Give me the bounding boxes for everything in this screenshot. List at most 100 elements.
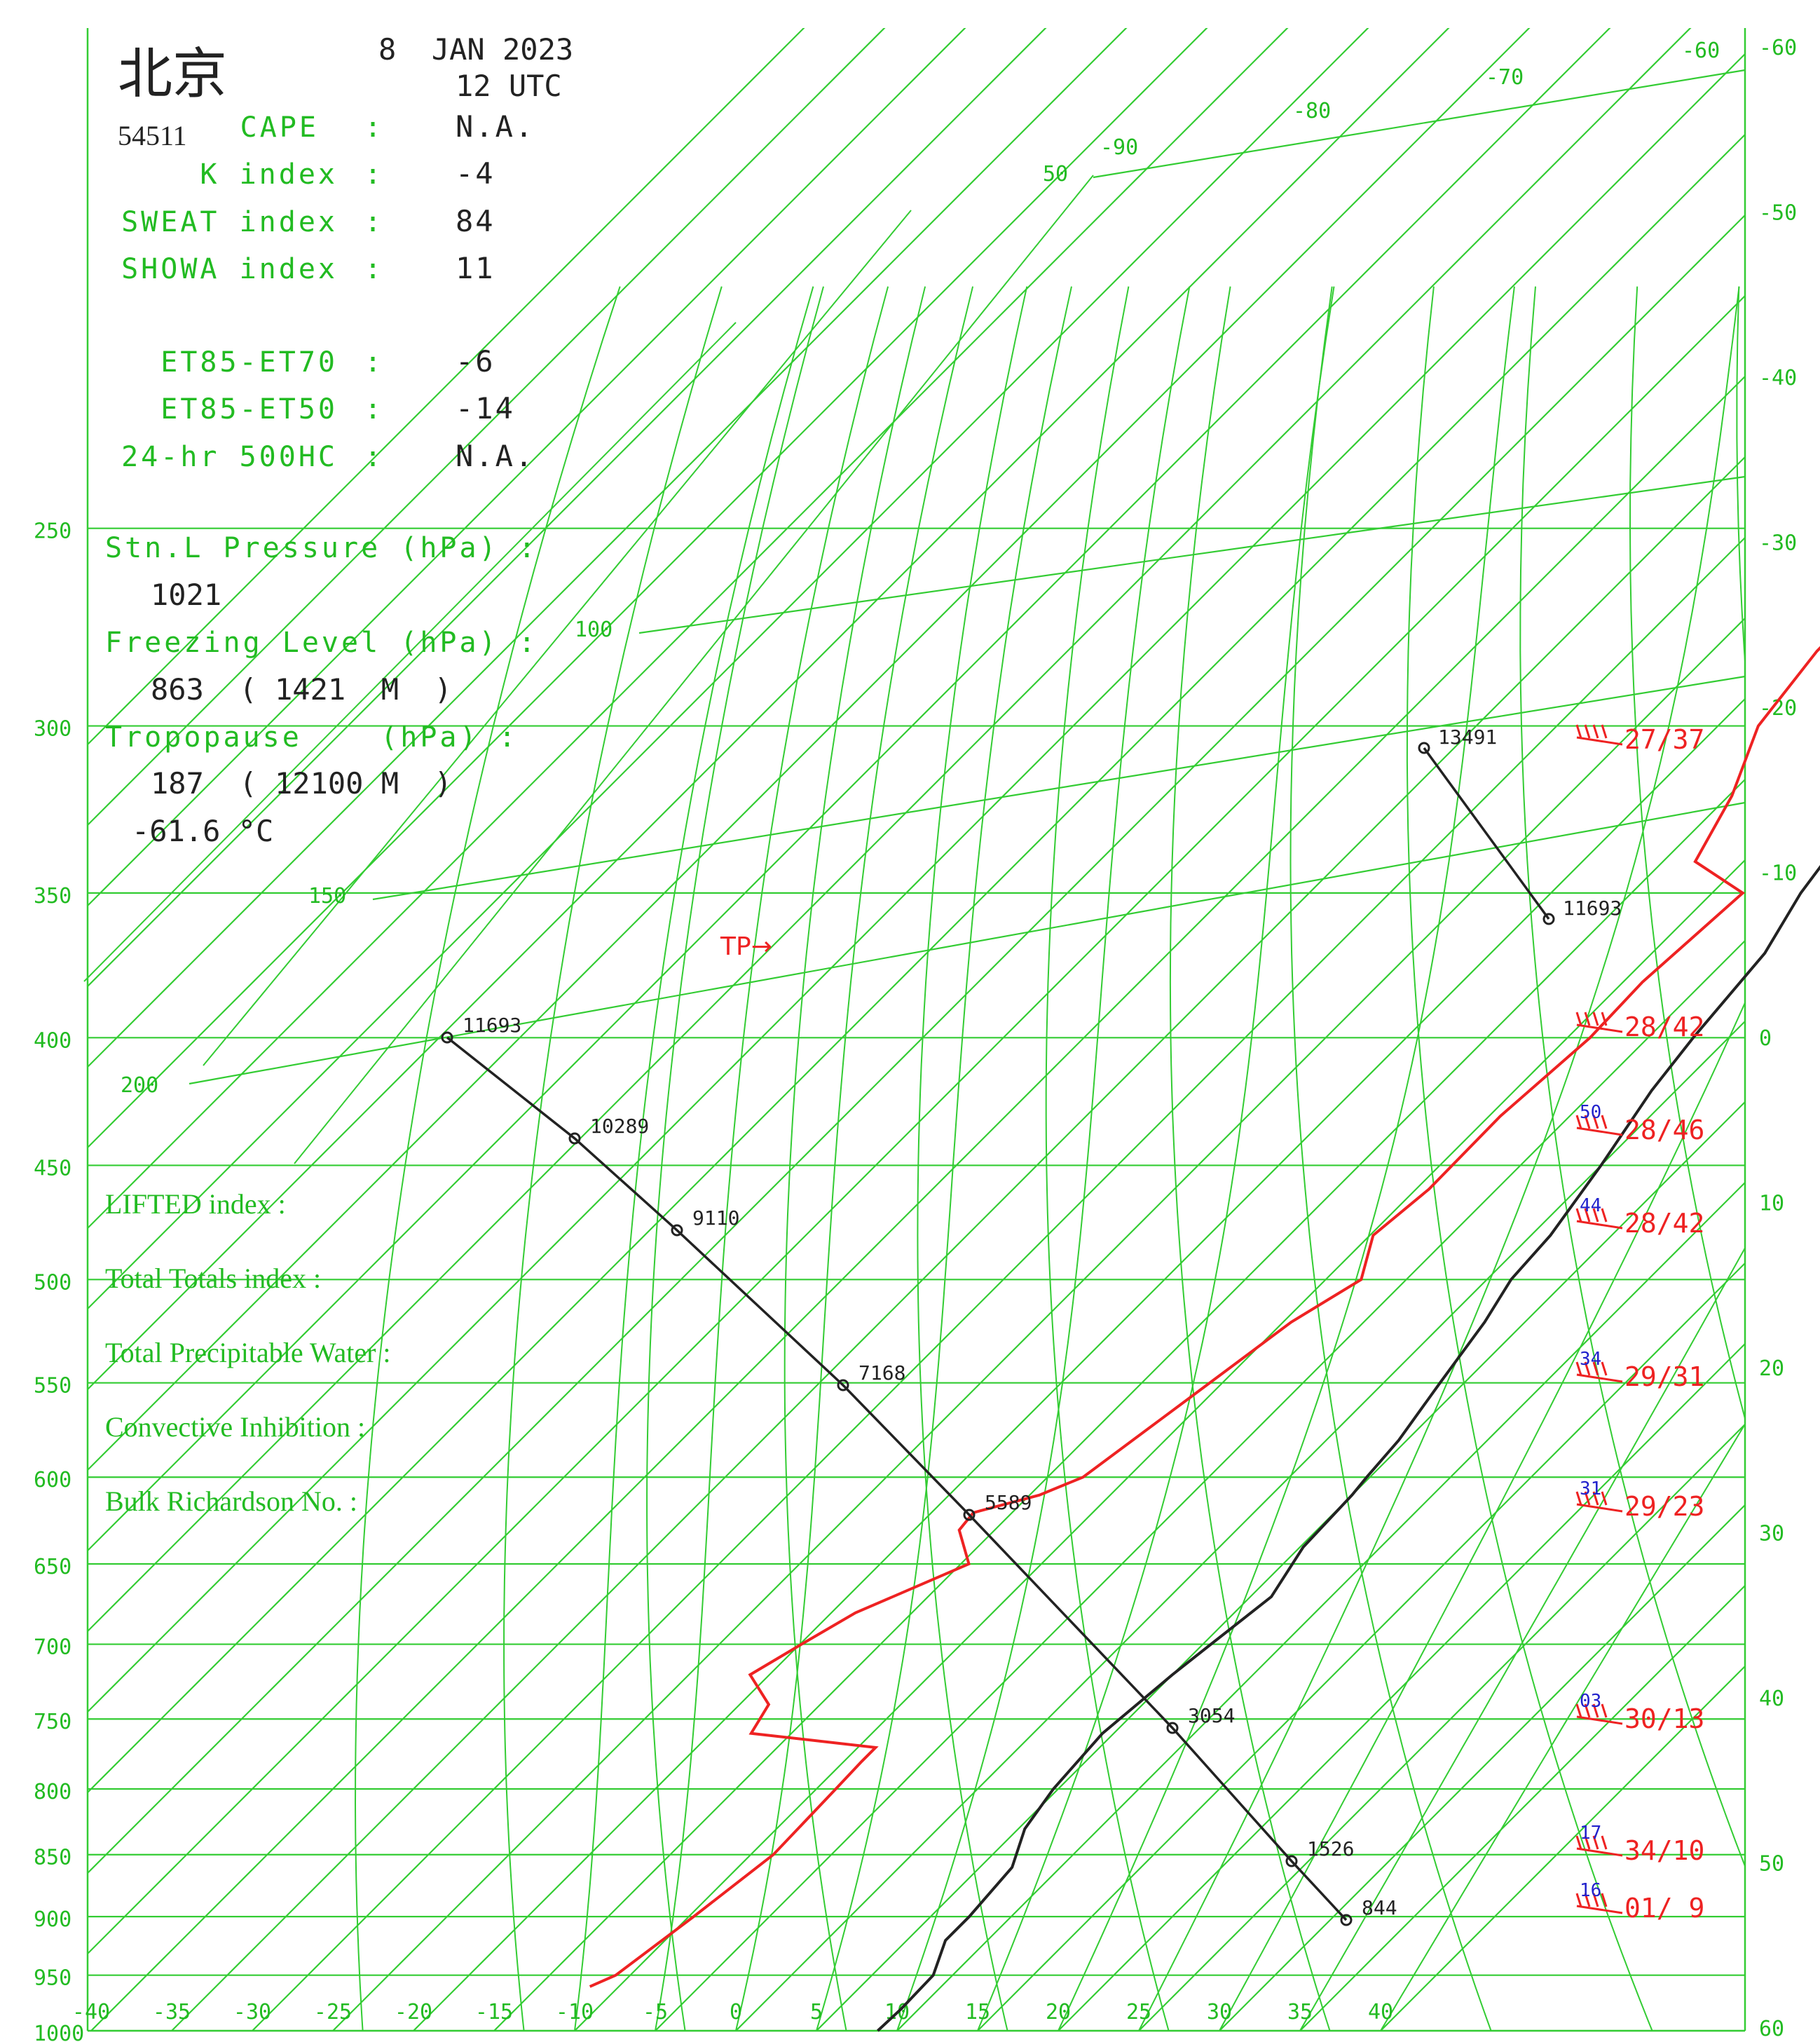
- index-label: SHOWA index: [121, 253, 338, 285]
- temperature-tick-label: -10: [556, 2000, 594, 2024]
- station-info-block: Stn.L Pressure (hPa) : 1021 Freezing Lev…: [105, 532, 535, 848]
- temperature-tick-label: 25: [1126, 2000, 1151, 2024]
- right-axis-label: 20: [1759, 1356, 1784, 1381]
- moist-adiabat: [1380, 1422, 1745, 2031]
- isotherm-top-label: -90: [1100, 135, 1138, 160]
- right-axis-label: -60: [1759, 36, 1797, 60]
- height-label: 11693: [1563, 897, 1622, 920]
- temperature-tick-label: 0: [730, 2000, 742, 2024]
- wind-barb-feather: [1575, 1703, 1582, 1718]
- index-label: K index: [200, 158, 338, 191]
- height-label: 9110: [692, 1206, 739, 1230]
- wind-speed-label: 44: [1580, 1195, 1601, 1216]
- moist-adiabat: [1138, 286, 1740, 2031]
- isotherm-line: [88, 28, 886, 826]
- temperature-tick-label: -40: [72, 2000, 110, 2024]
- height-marker: [1542, 913, 1555, 925]
- wind-barb-feather: [1584, 1893, 1591, 1907]
- temperature-tick-label: 15: [965, 2000, 990, 2024]
- lower-index-label: Bulk Richardson No. :: [105, 1485, 357, 1517]
- pressure-tick-label: 700: [34, 1635, 71, 1660]
- lower-index-label: LIFTED index :: [105, 1188, 286, 1220]
- pressure-tick-label: 800: [34, 1780, 71, 1804]
- wind-barb-feather: [1575, 1115, 1582, 1129]
- pressure-tick-label: 250: [34, 519, 71, 544]
- temperature-tick-label: -30: [233, 2000, 271, 2024]
- temperature-tick-label: 30: [1207, 2000, 1232, 2024]
- wind-barb: [1576, 1126, 1623, 1136]
- height-label: 7168: [858, 1361, 905, 1384]
- wind-barb-feather: [1592, 1703, 1599, 1718]
- wind-dir-speed: 01/ 9: [1624, 1893, 1704, 1924]
- isotherm-line: [735, 1020, 1745, 2031]
- wind-barb-feather: [1584, 1361, 1591, 1376]
- height-label: 5589: [985, 1491, 1032, 1514]
- wind-barb-feather: [1584, 1208, 1591, 1223]
- dry-adiabat: [354, 286, 621, 2031]
- height-marker: [441, 1031, 453, 1044]
- isotherm-line: [1058, 1342, 1745, 2031]
- pressure-tick-label: 850: [34, 1846, 71, 1870]
- wind-barb: [1576, 736, 1623, 746]
- temperature-tick-label: -35: [153, 2000, 191, 2024]
- wind-barb-feather: [1575, 1893, 1582, 1907]
- wind-barb-feather: [1584, 1835, 1591, 1850]
- upper-isotherm: [83, 322, 737, 982]
- isotherm-line: [171, 456, 1745, 2031]
- temperature-tick-label: -15: [475, 2000, 513, 2024]
- wind-barb-feather: [1575, 1012, 1582, 1026]
- height-marker: [568, 1132, 581, 1145]
- index-value: 84: [456, 204, 495, 238]
- data-layer: 844 1526 3054 5589 7168 9110 10289 11693 11693 13…: [441, 646, 1820, 2032]
- wind-barb-feather: [1592, 1491, 1599, 1506]
- pressure-tick-label: 500: [34, 1270, 71, 1295]
- wind-barb-feather: [1592, 1208, 1599, 1223]
- wind-dir-speed: 28/42: [1624, 1208, 1704, 1239]
- pressure-tick-label: 1000: [34, 2022, 84, 2042]
- height-label: 10289: [590, 1115, 649, 1138]
- wind-barb: [1576, 1220, 1623, 1230]
- height-marker: [1285, 1855, 1298, 1867]
- moist-adiabat: [816, 286, 1072, 2031]
- height-marker: [963, 1509, 976, 1521]
- isotherm-top-label: -80: [1293, 99, 1331, 123]
- moist-adiabat: [1058, 286, 1515, 2031]
- dry-adiabat: [917, 286, 1028, 2031]
- wind-speed-label: 17: [1580, 1823, 1601, 1844]
- wind-barb-feather: [1575, 724, 1582, 739]
- height-marker: [837, 1379, 849, 1391]
- index-value: N.A.: [456, 109, 535, 144]
- dry-adiabat: [784, 286, 926, 2031]
- moist-adiabat: [977, 286, 1335, 2031]
- index-value: -6: [456, 344, 495, 379]
- wind-barb-feather: [1575, 1835, 1582, 1850]
- index-label: CAPE: [240, 111, 319, 144]
- wind-barb-feather: [1601, 1491, 1608, 1506]
- stn-pressure-value: 1021: [151, 578, 221, 612]
- wind-barb-feather: [1601, 1893, 1608, 1907]
- wind-barb-feather: [1601, 1835, 1608, 1850]
- pressure-tick-label: 450: [34, 1156, 71, 1180]
- dry-adiabat: [503, 286, 723, 2031]
- wind-barb-feather: [1592, 1012, 1599, 1026]
- isotherm-line: [655, 939, 1745, 2031]
- isotherm-line: [1138, 1423, 1745, 2031]
- wind-barb: [1576, 1023, 1623, 1033]
- wind-speed-label: 34: [1580, 1349, 1601, 1370]
- moist-adiabat: [574, 286, 814, 2031]
- freezing-level-value: 863 ( 1421 M ): [151, 672, 452, 707]
- wind-barb-feather: [1592, 1835, 1599, 1850]
- index-sep: :: [364, 253, 381, 285]
- height-marker: [1340, 1914, 1353, 1926]
- pressure-tick-label: 550: [34, 1374, 71, 1398]
- right-axis-label: 40: [1759, 1687, 1784, 1711]
- wind-dir-speed: 30/13: [1624, 1703, 1704, 1734]
